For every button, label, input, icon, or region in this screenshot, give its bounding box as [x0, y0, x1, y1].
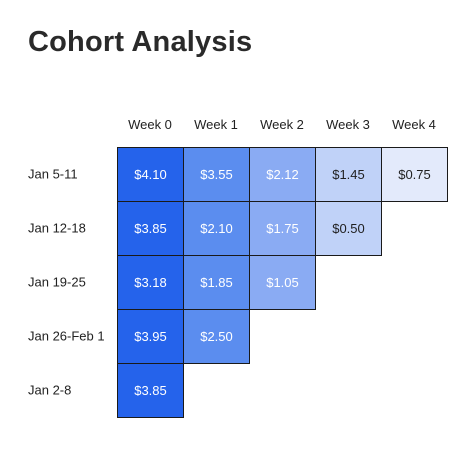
column-labels: Week 0 Week 1 Week 2 Week 3 Week 4 [128, 117, 436, 132]
cell-value-label: $3.85 [134, 221, 167, 236]
cell-value-label: $0.75 [398, 167, 431, 182]
column-label: Week 3 [326, 117, 370, 132]
cell-value-label: $1.85 [200, 275, 233, 290]
chart-title: Cohort Analysis [28, 26, 253, 58]
row-label: Jan 26-Feb 1 [28, 329, 105, 344]
heatmap-cell [249, 255, 316, 310]
column-label: Week 0 [128, 117, 172, 132]
column-label: Week 4 [392, 117, 436, 132]
cell-value-label: $1.05 [266, 275, 299, 290]
heatmap-cell [315, 201, 382, 256]
heatmap-cells: $4.10 $3.55 $2.12 $1.45 $0.75 $3.85 $2.10 $1.75… [117, 147, 448, 418]
cell-value-label: $1.75 [266, 221, 299, 236]
cell-value-label: $3.18 [134, 275, 167, 290]
heatmap-cell [183, 309, 250, 364]
heatmap-cell [183, 147, 250, 202]
column-label: Week 1 [194, 117, 238, 132]
cell-value-label: $1.45 [332, 167, 365, 182]
column-label: Week 2 [260, 117, 304, 132]
cell-value-label: $4.10 [134, 167, 167, 182]
row-label: Jan 5-11 [28, 167, 78, 182]
cell-value-label: $3.55 [200, 167, 233, 182]
cell-value-label: $3.95 [134, 329, 167, 344]
heatmap-cell [117, 147, 184, 202]
cell-value-label: $2.50 [200, 329, 233, 344]
heatmap-cell [381, 147, 448, 202]
heatmap-cell [249, 147, 316, 202]
heatmap-cell [117, 255, 184, 310]
cell-value-label: $0.50 [332, 221, 365, 236]
cell-value-label: $2.12 [266, 167, 299, 182]
cell-value-label: $3.85 [134, 383, 167, 398]
row-label: Jan 19-25 [28, 275, 86, 290]
row-label: Jan 12-18 [28, 221, 86, 236]
row-labels: Jan 5-11 Jan 12-18 Jan 19-25 Jan 26-Feb 1 Ja… [28, 167, 105, 398]
heatmap-cell [117, 363, 184, 418]
cell-value-label: $2.10 [200, 221, 233, 236]
heatmap-cell [117, 309, 184, 364]
row-label: Jan 2-8 [28, 383, 71, 398]
heatmap-cell [249, 201, 316, 256]
